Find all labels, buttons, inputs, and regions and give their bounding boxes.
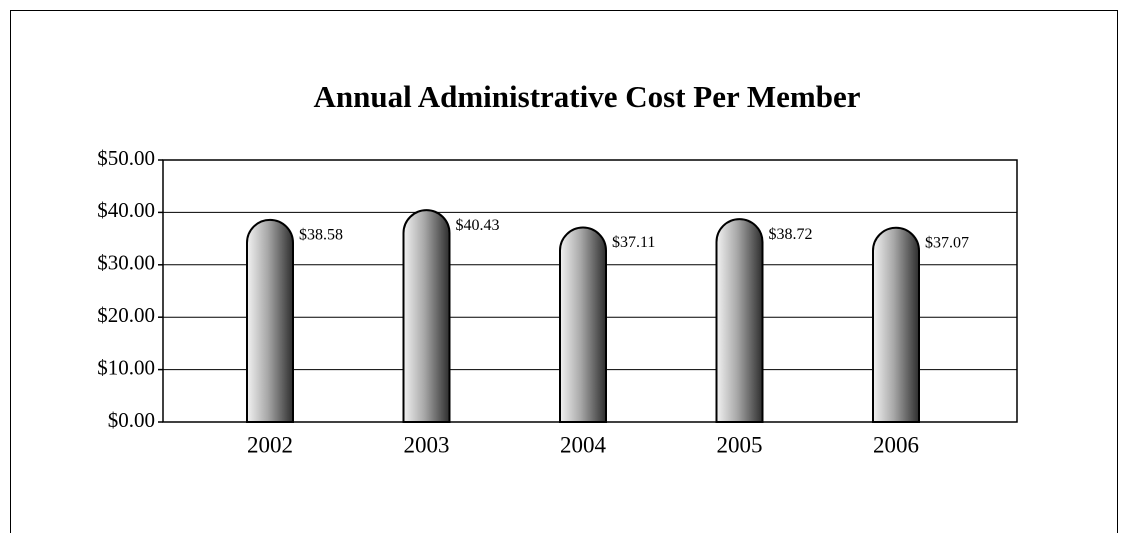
bar [715,218,764,423]
x-tick-label: 2004 [560,432,607,457]
chart-title: Annual Administrative Cost Per Member [313,79,860,114]
frame [10,10,1118,533]
data-label: $38.72 [769,226,813,243]
x-tick-label: 2006 [873,432,919,457]
y-tick-label: $40.00 [97,198,155,222]
y-tick-label: $0.00 [108,408,155,432]
bar [559,226,607,423]
data-label: $37.07 [925,234,969,251]
x-tick-label: 2002 [247,432,293,457]
data-label: $38.58 [299,227,343,244]
bar [246,218,294,423]
data-label: $37.11 [612,234,655,251]
x-tick-label: 2003 [404,432,450,457]
y-tick-label: $10.00 [97,355,155,379]
y-tick-label: $20.00 [97,303,155,327]
bar [872,226,920,423]
x-tick-label: 2005 [717,432,763,457]
bar [402,209,451,423]
y-tick-label: $30.00 [97,251,155,275]
data-label: $40.43 [456,217,500,234]
y-tick-label: $50.00 [97,146,155,170]
